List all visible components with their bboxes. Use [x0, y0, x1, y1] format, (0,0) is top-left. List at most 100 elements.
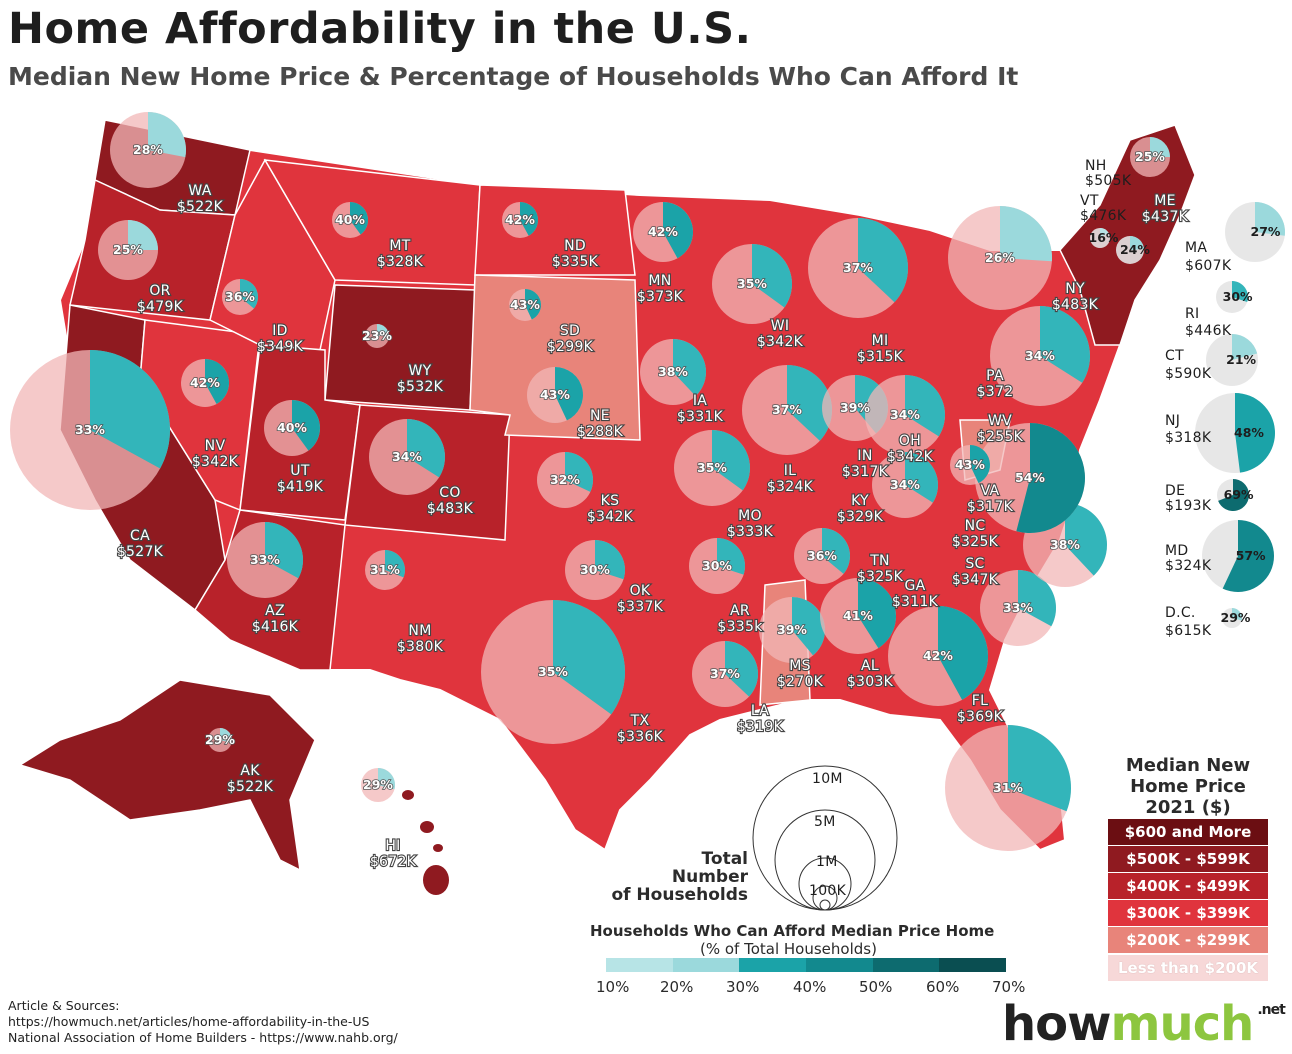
pct-label-il: 37% — [772, 402, 802, 417]
state-price-nj: $318K — [1165, 430, 1212, 446]
pct-label-ri: 30% — [1223, 289, 1253, 304]
pie-slice-la — [725, 641, 758, 697]
state-abbr-ct: CT — [1165, 348, 1184, 364]
state-abbr-me: ME — [1154, 193, 1176, 209]
state-price-id: $349K — [257, 339, 304, 355]
legend-item-300-399: $300K - $399K — [1108, 900, 1268, 926]
state-ne-states — [1059, 124, 1196, 346]
tick-60: 60% — [926, 978, 960, 996]
pct-label-wv: 43% — [955, 457, 985, 472]
household-scale — [752, 765, 898, 911]
households-title-line2: Number — [671, 867, 748, 887]
legend-item-400-499: $400K - $499K — [1108, 873, 1268, 899]
pie-slice-id — [240, 279, 258, 309]
price-legend-title-line1: Median New — [1125, 755, 1251, 776]
pct-label-wa: 28% — [133, 142, 163, 157]
pct-label-az: 33% — [250, 552, 280, 567]
state-abbr-ma: MA — [1185, 240, 1207, 256]
pie-slice-ms — [792, 597, 825, 656]
state-price-nd: $335K — [552, 254, 599, 270]
state-abbr-md: MD — [1165, 543, 1188, 559]
scale-seg-3 — [739, 958, 807, 972]
legend-item-500-599: $500K - $599K — [1108, 846, 1268, 872]
pct-label-va: 54% — [1015, 470, 1045, 485]
pie-slice-mt — [350, 202, 369, 235]
state-price-la: $319K — [737, 719, 784, 735]
pie-slice-nj — [1235, 393, 1275, 473]
pct-label-nc: 38% — [1050, 537, 1080, 552]
afford-scale-title: Households Who Can Afford Median Price H… — [590, 922, 995, 940]
scale-label-10m: 10M — [812, 771, 843, 787]
pct-label-mt: 40% — [335, 212, 365, 227]
state-abbr-wy: WY — [409, 363, 432, 379]
state-price-ky: $329K — [837, 509, 884, 525]
pie-slice-pa — [1040, 305, 1090, 383]
state-price-ia: $331K — [677, 409, 724, 425]
state-price-dc: $615K — [1165, 623, 1212, 639]
price-legend-title: Median New Home Price 2021 ($) — [1108, 755, 1268, 818]
state-abbr-ut: UT — [290, 463, 310, 479]
price-legend-title-line2: Home Price — [1130, 776, 1246, 797]
pie-slice-wy — [377, 324, 389, 336]
state-price-nh: $505K — [1085, 173, 1132, 189]
state-price-vt: $476K — [1080, 208, 1127, 224]
pie-slice-nv — [205, 359, 229, 405]
pie-slice-sc — [1018, 570, 1056, 627]
state-abbr-ia: IA — [693, 393, 707, 409]
pie-slice-ct — [1232, 334, 1258, 360]
state-price-ut: $419K — [277, 479, 324, 495]
pie-slice-me — [1150, 137, 1170, 157]
state-abbr-hi: HI — [385, 838, 400, 854]
pie-slice-oh — [905, 375, 945, 437]
state-abbr-sd: SD — [560, 323, 580, 339]
state-abbr-mn: MN — [648, 273, 671, 289]
sources-link-article[interactable]: https://howmuch.net/articles/home-afford… — [8, 1014, 370, 1029]
state-price-nc: $325K — [952, 534, 999, 550]
state-abbr-ak: AK — [240, 763, 260, 779]
state-sd-ne — [469, 274, 641, 441]
pct-label-ga: 42% — [923, 648, 953, 663]
pct-label-wy: 23% — [362, 328, 392, 343]
pie-slice-az — [265, 522, 303, 579]
state-price-co: $483K — [427, 501, 474, 517]
pie-slice-il — [787, 365, 832, 441]
state-price-hi: $672K — [370, 854, 417, 870]
scale-seg-1 — [606, 958, 673, 972]
state-price-pa: $372 — [977, 384, 1014, 400]
households-title-line3: of Households — [611, 885, 748, 905]
state-abbr-ar: AR — [730, 603, 750, 619]
scale-seg-6 — [939, 958, 1007, 972]
pie-slice-ny — [1000, 206, 1052, 262]
pie-slice-ak — [220, 728, 232, 743]
state-price-ct: $590K — [1165, 366, 1212, 382]
state-abbr-ky: KY — [851, 493, 869, 509]
pie-slice-ok — [595, 540, 625, 580]
pie-slice-ca — [90, 350, 171, 469]
state-price-ak: $522K — [227, 779, 274, 795]
pct-label-id: 36% — [225, 289, 255, 304]
tick-10: 10% — [596, 978, 630, 996]
state-price-fl: $369K — [957, 709, 1004, 725]
pct-label-ak: 29% — [205, 732, 235, 747]
pct-label-ct: 21% — [1226, 352, 1256, 367]
pie-slice-wi — [752, 244, 793, 308]
pct-label-ok: 30% — [580, 562, 610, 577]
state-price-al: $303K — [847, 674, 894, 690]
scale-label-100k: 100K — [809, 883, 847, 899]
scale-seg-2 — [672, 958, 740, 972]
households-title-line1: Total — [701, 849, 748, 869]
pie-slice-ks — [565, 452, 593, 492]
pie-slice-ia — [673, 339, 707, 397]
state-abbr-ga: GA — [904, 578, 925, 594]
pie-slice-mo — [712, 430, 751, 491]
state-abbr-or: OR — [149, 283, 170, 299]
pct-label-hi: 29% — [363, 777, 393, 792]
pct-label-or: 25% — [113, 242, 143, 257]
sources-link-nahb[interactable]: National Association of Home Builders - … — [8, 1030, 398, 1045]
pie-slice-wa — [148, 112, 186, 158]
pie-slice-nd — [520, 202, 538, 236]
scale-circle-small — [819, 899, 831, 911]
state-abbr-wa: WA — [188, 183, 211, 199]
state-price-ar: $335k — [717, 619, 763, 635]
pie-slice-ga — [938, 606, 988, 700]
